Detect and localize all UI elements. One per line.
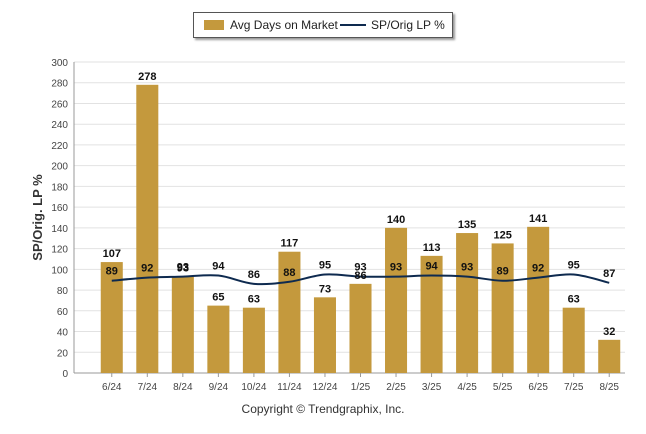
legend-bar-swatch xyxy=(204,20,224,30)
y-tick-label: 100 xyxy=(51,265,68,276)
x-tick-label: 6/25 xyxy=(528,382,548,393)
line-data-label: 94 xyxy=(212,261,225,273)
x-tick-label: 9/24 xyxy=(209,382,229,393)
legend-line-label: SP/Orig LP % xyxy=(371,18,445,32)
line-data-label: 95 xyxy=(319,260,331,272)
bar-data-label: 141 xyxy=(529,213,547,225)
bar xyxy=(242,307,265,373)
y-tick-label: 120 xyxy=(51,245,68,256)
line-data-label: 93 xyxy=(354,262,366,274)
x-tick-label: 2/25 xyxy=(386,382,406,393)
bar xyxy=(385,227,408,373)
x-tick-label: 8/24 xyxy=(173,382,193,393)
y-axis-title: SP/Orig. LP % xyxy=(30,174,45,261)
x-tick-label: 7/24 xyxy=(138,382,158,393)
bar xyxy=(136,84,159,373)
x-tick-label: 10/24 xyxy=(241,382,266,393)
line-series-path xyxy=(111,273,610,286)
bar-data-label: 107 xyxy=(103,248,121,260)
x-tick-label: 3/25 xyxy=(422,382,442,393)
bar-data-label: 86 xyxy=(354,270,366,282)
bar-data-label: 117 xyxy=(281,238,299,250)
legend: Avg Days on Market SP/Orig LP % xyxy=(193,12,453,38)
y-tick-label: 40 xyxy=(57,328,69,339)
bar-data-label: 63 xyxy=(248,294,260,306)
y-tick-label: 160 xyxy=(51,203,68,214)
y-tick-label: 200 xyxy=(51,162,68,173)
line-data-label: 86 xyxy=(248,269,260,281)
y-tick-label: 180 xyxy=(51,182,68,193)
bar xyxy=(207,305,230,373)
bar-data-label: 65 xyxy=(212,292,224,304)
bar-data-label: 135 xyxy=(458,219,476,231)
bar xyxy=(527,226,550,373)
legend-bar-label: Avg Days on Market xyxy=(230,18,338,32)
copyright-text: Copyright © Trendgraphix, Inc. xyxy=(241,402,405,416)
bar-data-label: 73 xyxy=(319,283,331,295)
bar xyxy=(420,255,443,373)
line-data-label: 95 xyxy=(568,260,580,272)
line-data-label: 89 xyxy=(106,266,118,278)
bar xyxy=(100,262,123,373)
bar xyxy=(456,233,479,373)
x-tick-label: 12/24 xyxy=(312,382,337,393)
y-tick-label: 60 xyxy=(57,307,69,318)
line-data-label: 89 xyxy=(497,266,509,278)
y-tick-label: 140 xyxy=(51,224,68,235)
legend-line-swatch xyxy=(340,24,366,26)
y-tick-label: 0 xyxy=(62,369,68,380)
x-tick-label: 1/25 xyxy=(351,382,371,393)
bar-data-label: 140 xyxy=(387,214,405,226)
x-tick-label: 4/25 xyxy=(457,382,477,393)
y-tick-label: 280 xyxy=(51,79,68,90)
bar xyxy=(349,283,372,373)
line-data-label: 88 xyxy=(283,267,295,279)
x-tick-label: 7/25 xyxy=(564,382,584,393)
y-tick-label: 260 xyxy=(51,99,68,110)
bar-data-label: 278 xyxy=(138,71,156,83)
x-tick-label: 8/25 xyxy=(599,382,619,393)
bar xyxy=(171,276,194,373)
line-data-label: 93 xyxy=(177,262,189,274)
bar-data-label: 93 xyxy=(177,263,189,275)
line-data-label: 92 xyxy=(532,263,544,275)
bar-data-label: 32 xyxy=(603,326,615,338)
x-tick-label: 11/24 xyxy=(277,382,302,393)
line-data-label: 94 xyxy=(425,261,438,273)
bar xyxy=(313,297,336,373)
y-tick-label: 300 xyxy=(51,58,68,69)
bar-data-label: 63 xyxy=(568,294,580,306)
line-data-label: 87 xyxy=(603,268,615,280)
line-data-label: 93 xyxy=(390,262,402,274)
bar xyxy=(491,243,514,373)
bar-data-label: 125 xyxy=(493,229,511,241)
line-data-label: 92 xyxy=(141,263,153,275)
x-tick-label: 5/25 xyxy=(493,382,513,393)
x-tick-label: 6/24 xyxy=(102,382,122,393)
bar-data-label: 113 xyxy=(423,242,441,254)
y-tick-label: 220 xyxy=(51,141,68,152)
y-tick-label: 240 xyxy=(51,120,68,131)
y-tick-label: 80 xyxy=(57,286,69,297)
bar xyxy=(598,339,621,373)
line-data-label: 93 xyxy=(461,262,473,274)
y-tick-label: 20 xyxy=(57,348,69,359)
bar xyxy=(562,307,585,373)
